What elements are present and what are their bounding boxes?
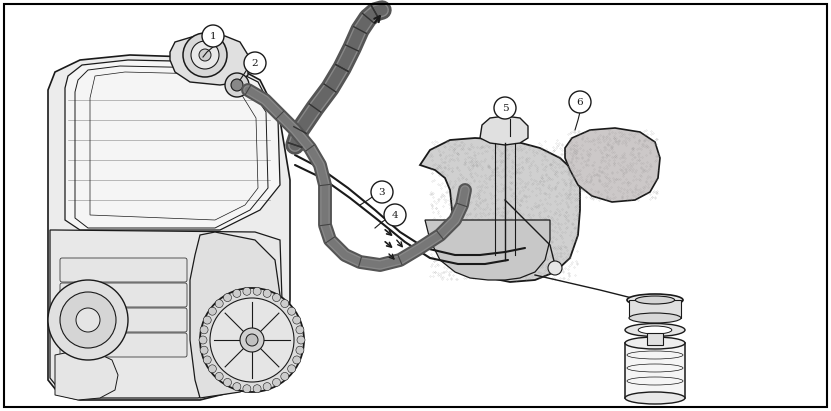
Ellipse shape xyxy=(627,294,683,306)
Polygon shape xyxy=(50,230,282,398)
Circle shape xyxy=(273,293,281,302)
Circle shape xyxy=(371,181,393,203)
Circle shape xyxy=(202,25,224,47)
Circle shape xyxy=(200,288,304,392)
Circle shape xyxy=(233,289,241,298)
Text: 1: 1 xyxy=(209,32,216,41)
Bar xyxy=(625,343,685,398)
Text: 4: 4 xyxy=(391,210,398,219)
Circle shape xyxy=(296,326,304,334)
FancyBboxPatch shape xyxy=(60,308,187,332)
Circle shape xyxy=(296,346,304,354)
Circle shape xyxy=(191,41,219,69)
Circle shape xyxy=(297,336,305,344)
Ellipse shape xyxy=(625,392,685,404)
Circle shape xyxy=(209,365,216,373)
Polygon shape xyxy=(48,55,290,400)
FancyBboxPatch shape xyxy=(60,258,187,282)
Polygon shape xyxy=(425,220,550,280)
Circle shape xyxy=(48,280,128,360)
FancyBboxPatch shape xyxy=(60,333,187,357)
Circle shape xyxy=(253,385,261,393)
Text: 5: 5 xyxy=(502,104,509,113)
Circle shape xyxy=(244,52,266,74)
Circle shape xyxy=(183,33,227,77)
Bar xyxy=(629,300,681,318)
Circle shape xyxy=(200,346,208,354)
Polygon shape xyxy=(420,138,580,282)
Circle shape xyxy=(225,73,249,97)
Circle shape xyxy=(210,298,294,382)
FancyBboxPatch shape xyxy=(60,283,187,307)
Text: 3: 3 xyxy=(379,187,386,196)
Circle shape xyxy=(569,91,591,113)
Circle shape xyxy=(288,365,296,373)
Circle shape xyxy=(281,300,289,307)
Bar xyxy=(647,333,663,345)
Circle shape xyxy=(293,356,301,364)
Circle shape xyxy=(60,292,116,348)
Polygon shape xyxy=(480,116,528,145)
Circle shape xyxy=(240,328,264,352)
Circle shape xyxy=(199,49,211,61)
Polygon shape xyxy=(565,128,660,202)
Circle shape xyxy=(384,204,406,226)
Ellipse shape xyxy=(636,296,675,304)
Circle shape xyxy=(209,307,216,315)
Circle shape xyxy=(204,316,211,324)
Circle shape xyxy=(263,289,271,298)
Circle shape xyxy=(288,307,296,315)
Circle shape xyxy=(200,326,208,334)
Circle shape xyxy=(243,385,251,393)
Circle shape xyxy=(548,261,562,275)
Circle shape xyxy=(253,287,261,295)
Circle shape xyxy=(231,79,243,91)
Polygon shape xyxy=(55,352,118,400)
Circle shape xyxy=(243,287,251,295)
Ellipse shape xyxy=(629,313,681,323)
Circle shape xyxy=(224,379,232,386)
Circle shape xyxy=(494,97,516,119)
Ellipse shape xyxy=(625,323,685,337)
Polygon shape xyxy=(65,60,280,230)
Circle shape xyxy=(281,372,289,381)
Polygon shape xyxy=(190,232,280,398)
Ellipse shape xyxy=(638,326,671,334)
Circle shape xyxy=(199,336,207,344)
Circle shape xyxy=(233,383,241,390)
Circle shape xyxy=(273,379,281,386)
Circle shape xyxy=(293,316,301,324)
Circle shape xyxy=(246,334,258,346)
Circle shape xyxy=(76,308,100,332)
Circle shape xyxy=(204,356,211,364)
Ellipse shape xyxy=(625,337,685,349)
Circle shape xyxy=(215,300,224,307)
Circle shape xyxy=(215,372,224,381)
Text: 6: 6 xyxy=(577,97,583,106)
Circle shape xyxy=(224,293,232,302)
Text: 2: 2 xyxy=(252,58,258,67)
Polygon shape xyxy=(170,36,248,85)
Circle shape xyxy=(263,383,271,390)
